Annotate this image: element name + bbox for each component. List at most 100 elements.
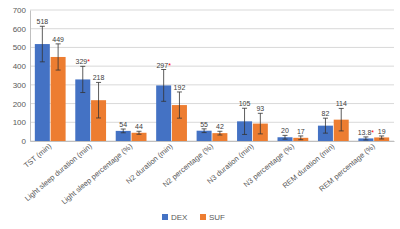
data-label: 55	[200, 121, 208, 128]
error-cap	[282, 135, 287, 136]
x-axis: TST (min)Light sleep duration (min)Light…	[22, 141, 395, 206]
error-cap	[202, 128, 207, 129]
error-cap	[258, 113, 263, 114]
error-line	[58, 44, 59, 70]
error-line	[381, 136, 382, 139]
y-tick: 500	[13, 43, 30, 52]
error-cap	[202, 132, 207, 133]
error-bar	[161, 70, 166, 102]
error-line	[123, 129, 124, 133]
y-tick: 0	[22, 137, 30, 146]
x-tick-label: Light sleep duration (min)	[23, 141, 94, 203]
error-bar	[282, 135, 287, 139]
error-cap	[339, 108, 344, 109]
grid-line	[30, 47, 394, 48]
x-tick-label: TST (min)	[22, 141, 54, 170]
y-axis-line	[30, 11, 31, 142]
error-cap	[177, 91, 182, 92]
error-cap	[137, 131, 142, 132]
legend-item: SUF	[200, 213, 225, 222]
data-label: 19	[378, 128, 386, 135]
data-label: 17	[297, 128, 305, 135]
error-cap	[323, 133, 328, 134]
y-tick-label: 100	[13, 118, 27, 127]
error-cap	[177, 118, 182, 119]
error-line	[260, 113, 261, 134]
error-cap	[298, 139, 303, 140]
x-tick: TST (min)	[22, 141, 54, 170]
data-label: 297*	[156, 62, 171, 69]
error-line	[163, 70, 164, 102]
error-cap	[323, 118, 328, 119]
error-line	[341, 108, 342, 130]
error-cap	[282, 139, 287, 140]
y-tick: 700	[13, 6, 30, 15]
error-bar	[56, 44, 61, 70]
y-tick-label: 500	[13, 43, 27, 52]
error-cap	[242, 108, 247, 109]
error-bar	[80, 66, 85, 92]
error-bar	[137, 131, 142, 134]
y-tick-label: 0	[22, 137, 27, 146]
data-label: 44	[135, 123, 143, 130]
legend-swatch	[162, 214, 168, 220]
x-tick: Light sleep percentage (%)	[60, 141, 135, 206]
error-cap	[121, 132, 126, 133]
grid-line	[30, 28, 394, 29]
x-tick-label: REM percentage (%)	[317, 141, 377, 193]
error-line	[365, 137, 366, 140]
grid	[30, 10, 394, 141]
error-cap	[363, 139, 368, 140]
legend: DEX SUF	[162, 213, 225, 222]
grid-line	[30, 66, 394, 67]
y-tick: 200	[13, 100, 30, 109]
y-tick: 100	[13, 118, 30, 127]
legend-swatch	[200, 214, 206, 220]
error-line	[98, 82, 99, 118]
error-cap	[80, 66, 85, 67]
data-label: 218	[93, 74, 105, 81]
error-cap	[96, 82, 101, 83]
data-label: 105	[239, 100, 251, 107]
series	[51, 44, 390, 141]
data-label: 20	[281, 127, 289, 134]
series	[35, 26, 374, 141]
error-line	[244, 108, 245, 134]
error-bar	[177, 92, 182, 118]
error-bar	[363, 137, 368, 140]
error-cap	[217, 131, 222, 132]
y-tick: 600	[13, 25, 30, 34]
error-cap	[379, 138, 384, 139]
error-cap	[379, 135, 384, 136]
error-cap	[40, 26, 45, 27]
error-line	[219, 131, 220, 135]
error-cap	[40, 61, 45, 62]
error-cap	[217, 135, 222, 136]
grid-line	[30, 10, 394, 11]
error-line	[42, 26, 43, 62]
y-tick-label: 300	[13, 81, 27, 90]
y-tick-label: 700	[13, 6, 27, 15]
error-bar	[379, 136, 384, 139]
legend-label: DEX	[171, 213, 188, 222]
legend-item: DEX	[162, 213, 188, 222]
y-tick-label: 400	[13, 62, 27, 71]
data-label: 449	[52, 36, 64, 43]
x-tick-label: Light sleep percentage (%)	[60, 141, 135, 206]
x-tick: REM percentage (%)	[317, 141, 377, 194]
data-label: 329*	[76, 58, 91, 65]
data-label: 114	[336, 100, 347, 107]
error-bar	[96, 82, 101, 118]
error-cap	[363, 136, 368, 137]
data-label: 518	[36, 18, 48, 25]
error-cap	[96, 117, 101, 118]
error-bar	[202, 129, 207, 133]
error-bar	[40, 26, 45, 62]
error-bar	[121, 129, 126, 133]
error-cap	[161, 69, 166, 70]
error-line	[139, 131, 140, 134]
error-cap	[258, 133, 263, 134]
data-labels: 518329*54297*55105208213.8*4492184419242…	[36, 18, 385, 136]
error-cap	[298, 135, 303, 136]
error-cap	[339, 130, 344, 131]
